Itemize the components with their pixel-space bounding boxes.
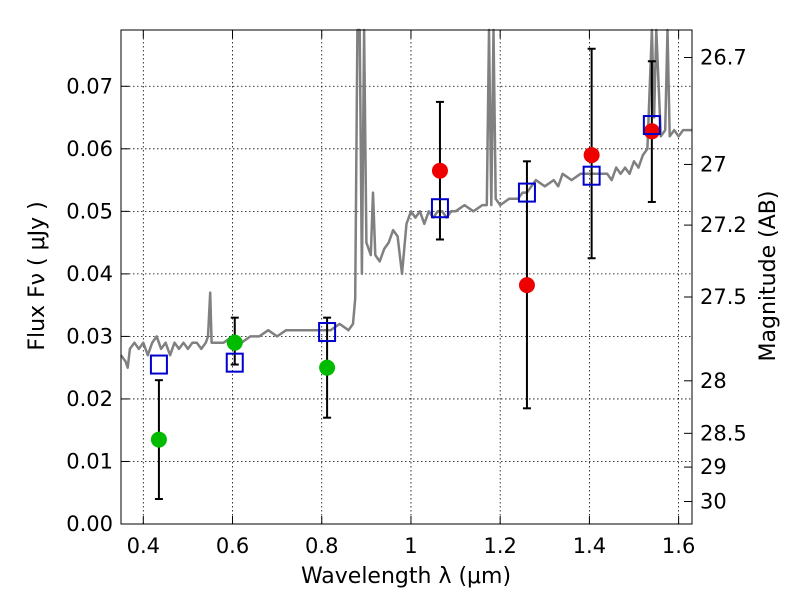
x-tick-label: 1.6 — [662, 534, 695, 558]
x-tick-label: 1 — [404, 534, 417, 558]
model-square — [642, 115, 661, 136]
y-tick-label: 0.07 — [66, 74, 113, 98]
model-square — [517, 182, 536, 203]
y2-axis-label: Magnitude (AB) — [756, 191, 781, 362]
y2-tick-label: 28.5 — [700, 421, 747, 445]
green-point — [319, 359, 336, 376]
x-tick-label: 1.4 — [573, 534, 606, 558]
red-point — [583, 147, 600, 164]
y2-tick-label: 26.7 — [700, 46, 747, 70]
model-points — [149, 115, 661, 375]
y-tick-label: 0.03 — [66, 324, 113, 348]
x-tick-label: 0.4 — [127, 534, 160, 558]
x-axis-label: Wavelength λ (μm) — [301, 564, 511, 589]
y-axis-ticks: 0.00 0.01 0.02 0.03 0.04 0.05 0.06 0.07 — [66, 74, 129, 536]
data-points — [150, 123, 660, 448]
green-point — [226, 334, 243, 351]
y2-tick-label: 27.2 — [700, 213, 747, 237]
y2-tick-label: 27 — [700, 152, 727, 176]
model-square — [225, 352, 244, 373]
y2-axis-ticks: 26.7 27 27.2 27.5 28 28.5 29 30 — [684, 46, 747, 513]
spectrum — [119, 28, 692, 369]
x-tick-label: 0.6 — [216, 534, 249, 558]
red-point — [643, 123, 660, 140]
y-tick-label: 0.04 — [66, 262, 113, 286]
red-point — [431, 162, 448, 179]
green-point — [150, 431, 167, 448]
x-tick-label: 0.8 — [305, 534, 338, 558]
y-tick-label: 0.01 — [66, 449, 113, 473]
y-axis-label: Flux Fν ( μJy ) — [25, 201, 50, 350]
model-square — [582, 165, 601, 186]
y2-tick-label: 29 — [700, 455, 727, 479]
y2-tick-label: 28 — [700, 369, 727, 393]
y-tick-label: 0.02 — [66, 387, 113, 411]
red-point — [518, 277, 535, 294]
model-square — [149, 354, 168, 375]
y-tick-label: 0.06 — [66, 137, 113, 161]
y2-tick-label: 27.5 — [700, 285, 747, 309]
x-axis-ticks: 0.4 0.6 0.8 1 1.2 1.4 1.6 — [127, 30, 695, 558]
grid — [121, 30, 692, 525]
x-tick-label: 1.2 — [483, 534, 516, 558]
model-square — [430, 198, 449, 219]
y2-tick-label: 30 — [700, 489, 727, 513]
model-square — [318, 322, 337, 343]
spectrum-line — [119, 28, 692, 369]
plot-frame — [120, 29, 693, 525]
y-tick-label: 0.05 — [66, 199, 113, 223]
y-tick-label: 0.00 — [66, 512, 113, 536]
